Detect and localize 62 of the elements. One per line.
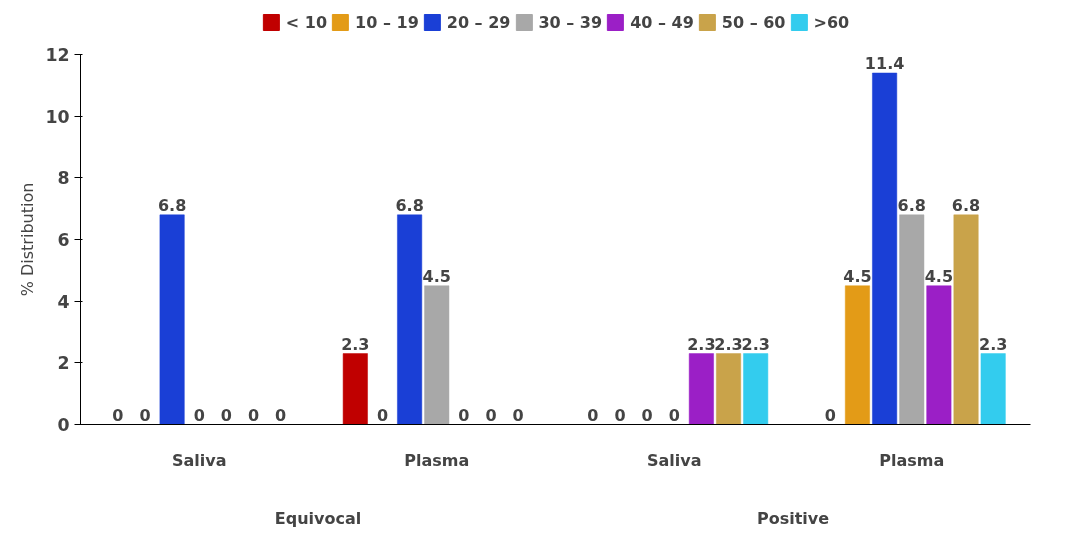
x-tick-label: Saliva (171, 450, 227, 470)
y-axis-title: % Distribution (18, 182, 38, 297)
data-label: 0 (614, 405, 626, 425)
bar (159, 214, 185, 425)
bar (424, 285, 450, 425)
text: Equivocal (274, 508, 362, 528)
data-label: 11.4 (864, 54, 905, 73)
data-label: 0 (587, 405, 599, 425)
bar (872, 72, 898, 425)
x-tick-label: Saliva (646, 450, 702, 470)
data-label: 0 (139, 405, 151, 425)
legend-label: 10 – 19 (355, 12, 419, 32)
data-label: 6.8 (951, 195, 981, 215)
data-label: 6.8 (897, 195, 926, 215)
data-label: 0 (220, 405, 232, 425)
x-tick-label: Plasma (879, 450, 945, 470)
data-label: 0 (247, 405, 260, 425)
data-label: 6.8 (395, 195, 424, 215)
data-label: 4.5 (843, 266, 872, 286)
y-tick-label: 0 (57, 415, 70, 435)
legend-label: >60 (813, 12, 850, 32)
y-tick-label: 8 (57, 168, 70, 189)
data-label: 2.3 (741, 334, 770, 354)
data-label: 0 (512, 405, 524, 425)
bar (899, 214, 925, 425)
data-label: 0 (376, 405, 389, 425)
data-label: 0 (824, 405, 836, 425)
data-label: 2.3 (341, 334, 370, 354)
bar (716, 353, 741, 425)
data-label: 0 (112, 405, 124, 425)
text: Positive (756, 508, 830, 528)
data-label: 0 (485, 405, 497, 425)
data-label: 2.3 (687, 334, 716, 354)
y-tick-label: 4 (57, 291, 70, 312)
data-label: 0 (193, 405, 205, 425)
data-label: 0 (275, 405, 287, 425)
bar (743, 353, 769, 425)
data-label: 6.8 (157, 195, 187, 215)
data-label: 0 (668, 405, 680, 425)
bar (342, 353, 368, 425)
legend-label: 40 – 49 (630, 12, 694, 32)
legend-label: 20 – 29 (446, 12, 511, 32)
data-label: 0 (458, 405, 470, 425)
bar (926, 285, 952, 425)
bar (953, 214, 979, 425)
y-tick-label: 12 (45, 45, 70, 65)
bar (688, 353, 714, 425)
y-tick-label: 2 (57, 353, 70, 374)
data-label: 0 (641, 405, 653, 425)
data-label: 2.3 (979, 334, 1008, 354)
bar (980, 353, 1006, 425)
legend-label: 50 – 60 (721, 12, 786, 32)
data-label: 4.5 (422, 266, 451, 286)
y-tick-label: 10 (45, 106, 70, 127)
legend-label: < 10 (285, 12, 328, 32)
legend-label: 30 – 39 (538, 12, 603, 32)
data-label: 4.5 (924, 266, 954, 286)
y-tick-label: 6 (57, 230, 70, 250)
bar (845, 285, 870, 425)
data-label: 2.3 (714, 334, 743, 354)
bar (397, 214, 423, 425)
x-tick-label: Plasma (404, 450, 470, 470)
